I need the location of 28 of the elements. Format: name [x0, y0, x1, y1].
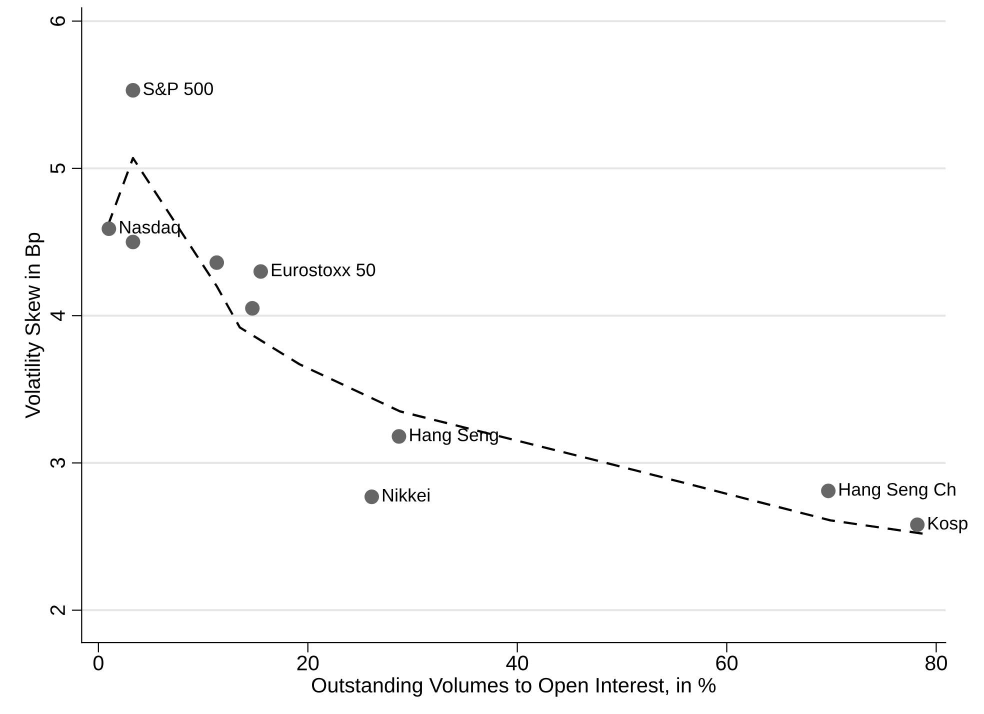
data-label: Nikkei [382, 488, 430, 502]
x-tick-label: 0 [93, 656, 104, 670]
point [209, 255, 224, 270]
y-tick-label: 3 [50, 458, 66, 468]
y-tick-label: 6 [50, 16, 66, 26]
point [392, 429, 406, 444]
point [126, 83, 140, 98]
point [253, 264, 268, 279]
data-label: Nasdaq [120, 220, 180, 238]
y-tick-label: 2 [50, 605, 65, 615]
data-label: S&P 500 [144, 82, 213, 96]
x-tick-label: 60 [716, 656, 738, 670]
x-tick-label: 40 [506, 656, 528, 670]
x-axis-title: Outstanding Volumes to Open Interest, in % [312, 677, 716, 697]
x-tick-label: 20 [297, 656, 319, 670]
y-tick-label: 5 [50, 163, 66, 174]
point [821, 484, 836, 498]
point [102, 221, 116, 236]
data-label: Kosp [928, 517, 968, 534]
x-tick-label: 80 [926, 656, 947, 670]
data-label: Hang Seng Ch [840, 482, 956, 500]
point [364, 490, 380, 504]
y-axis-title: Volatility Skew in Bp [24, 232, 44, 418]
y-tick-label: 4 [50, 310, 65, 321]
point [245, 301, 260, 316]
data-label: Eurostoxx 50 [272, 264, 376, 276]
point [910, 518, 925, 532]
data-label: Hang Seng [410, 428, 498, 445]
